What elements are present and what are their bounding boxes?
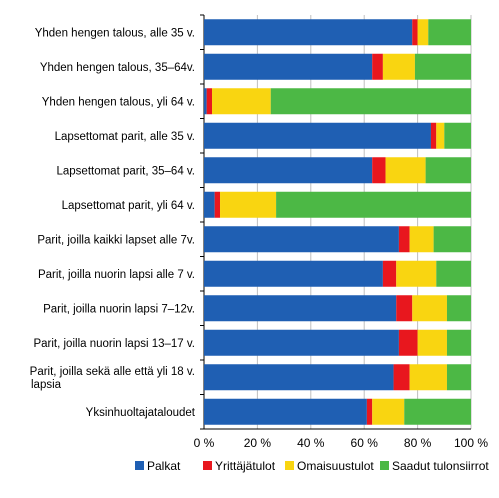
bar-segment	[428, 19, 471, 46]
bar-segment	[204, 364, 394, 391]
category-label: Lapsettomat parit, alle 35 v.	[55, 131, 195, 143]
bar-segment	[396, 295, 413, 322]
bar-segment	[446, 295, 471, 322]
bar-segment	[382, 260, 397, 287]
category-label: Parit, joilla nuorin lapsi 7–12v.	[43, 303, 195, 315]
bar-segment	[372, 157, 386, 184]
category-label: Yhden hengen talous, 35–64v.	[40, 62, 195, 74]
x-tick-label: 60 %	[351, 436, 379, 450]
bar-segment	[414, 53, 471, 80]
bar-segment	[366, 398, 373, 425]
legend-label: Yrittäjätulot	[215, 459, 276, 473]
bar-segment	[412, 19, 418, 46]
category-label: Parit, joilla kaikki lapset alle 7v.	[37, 234, 195, 246]
bar-segment	[444, 122, 471, 149]
category-label: Yhden hengen talous, yli 64 v.	[42, 96, 195, 108]
bar-segment	[446, 364, 471, 391]
legend-label: Omaisuustulot	[297, 459, 374, 473]
bar-segment	[433, 226, 471, 253]
legend-swatch	[285, 461, 294, 470]
legend-swatch	[135, 461, 144, 470]
category-label: Lapsettomat parit, yli 64 v.	[62, 200, 195, 212]
bar-segment	[425, 157, 471, 184]
bar-segment	[206, 88, 213, 115]
bar-segment	[204, 295, 397, 322]
bar-segment	[385, 157, 426, 184]
category-label: lapsia	[31, 379, 62, 391]
bar-segment	[214, 191, 221, 218]
bar-segment	[382, 53, 415, 80]
legend-label: Saadut tulonsiirrot	[392, 459, 489, 473]
bar-segment	[393, 364, 410, 391]
bar-segment	[372, 53, 383, 80]
bar-segment	[417, 19, 429, 46]
bar-segment	[409, 364, 447, 391]
bar-segment	[204, 157, 373, 184]
bar-segment	[204, 19, 413, 46]
bar-segment	[436, 260, 471, 287]
category-label: Yksinhuoltajataloudet	[86, 407, 196, 419]
bar-segment	[204, 122, 431, 149]
legend-label: Palkat	[147, 459, 181, 473]
category-label: Lapsettomat parit, 35–64 v.	[56, 165, 195, 177]
bar-segment	[417, 329, 447, 356]
bar-segment	[430, 122, 437, 149]
x-tick-label: 0 %	[194, 436, 215, 450]
x-tick-label: 40 %	[297, 436, 325, 450]
bar-segment	[212, 88, 271, 115]
bar-segment	[446, 329, 471, 356]
x-tick-label: 100 %	[454, 436, 488, 450]
bar-segment	[409, 226, 434, 253]
bar-segment	[372, 398, 405, 425]
bar-segment	[270, 88, 471, 115]
category-label: Parit, joilla nuorin lapsi alle 7 v.	[38, 269, 195, 281]
x-tick-label: 20 %	[244, 436, 272, 450]
bar-segment	[404, 398, 471, 425]
x-tick-label: 80 %	[404, 436, 432, 450]
bar-segment	[204, 398, 367, 425]
bar-segment	[204, 88, 207, 115]
bar-segment	[204, 260, 383, 287]
bar-segment	[204, 226, 399, 253]
category-label: Parit, joilla sekä alle että yli 18 v.	[30, 366, 195, 378]
bar-segment	[412, 295, 447, 322]
bar-segment	[436, 122, 445, 149]
legend-swatch	[203, 461, 212, 470]
bar-segment	[220, 191, 277, 218]
category-label: Parit, joilla nuorin lapsi 13–17 v.	[33, 338, 195, 350]
bar-segment	[276, 191, 471, 218]
bar-segment	[398, 329, 418, 356]
bar-segment	[204, 191, 215, 218]
category-label: Yhden hengen talous, alle 35 v.	[35, 27, 195, 39]
bar-segment	[204, 53, 373, 80]
bar-segment	[204, 329, 399, 356]
bar-segment	[396, 260, 437, 287]
legend-swatch	[380, 461, 389, 470]
bar-segment	[398, 226, 410, 253]
